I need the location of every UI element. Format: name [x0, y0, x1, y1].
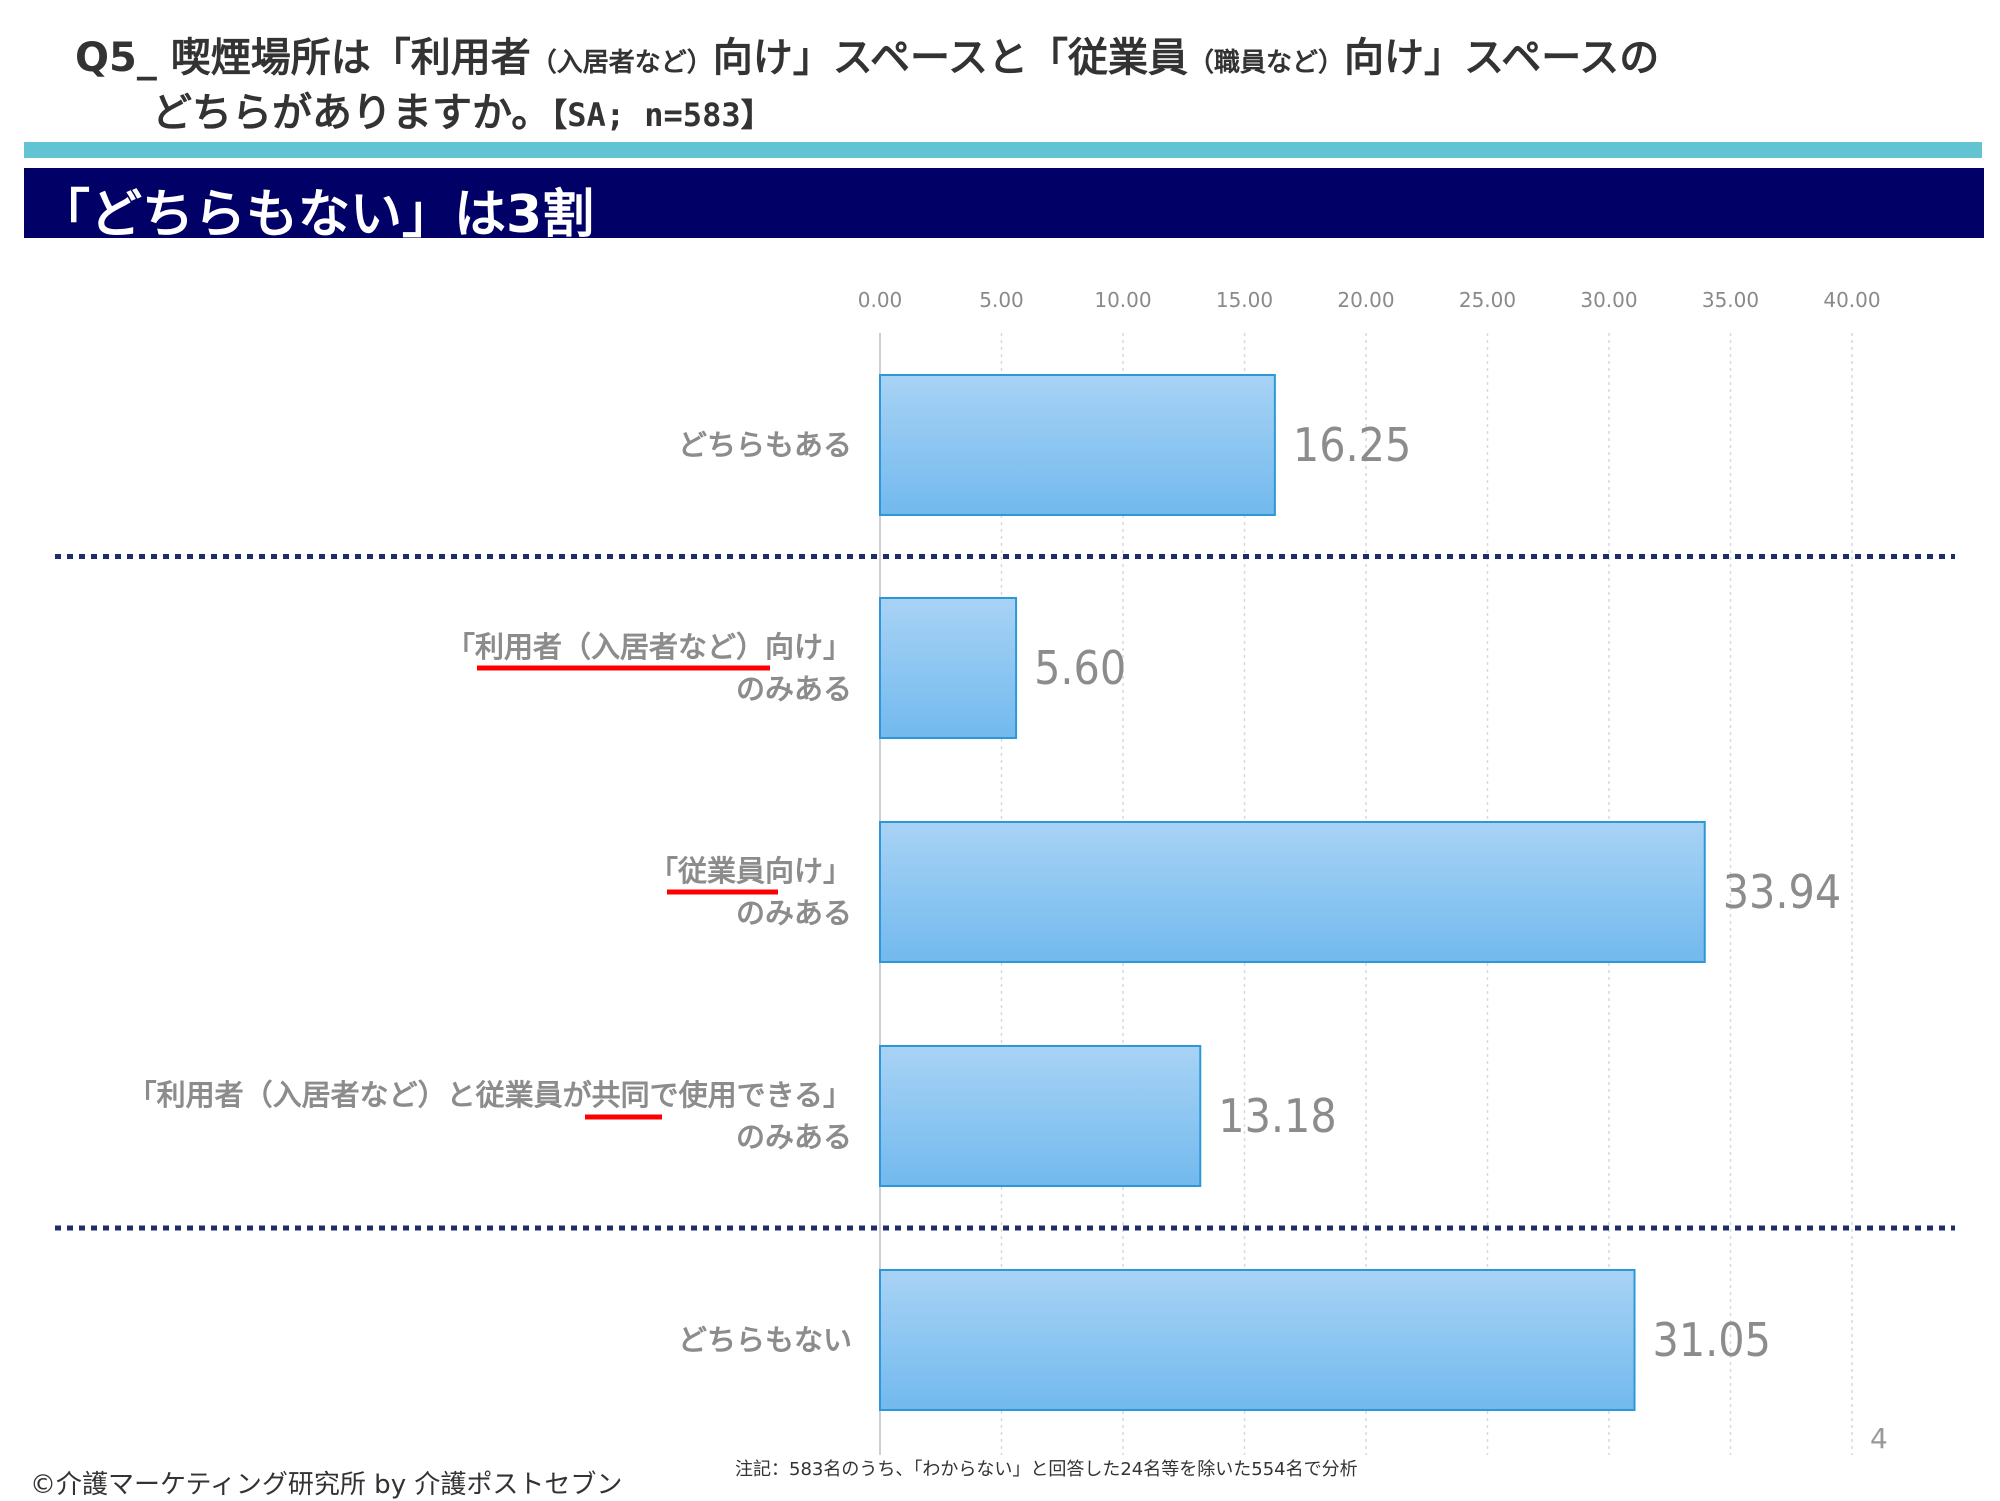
x-tick-label: 15.00	[1216, 288, 1273, 312]
bar-value-label: 5.60	[1034, 641, 1126, 695]
question-part2-small: （職員など）	[1187, 48, 1344, 78]
bar-value-label: 13.18	[1218, 1089, 1336, 1143]
headline-text: 「どちらもない」は3割	[38, 185, 595, 245]
bar	[879, 821, 1706, 963]
bar	[879, 1045, 1202, 1187]
category-label: のみある	[736, 672, 852, 706]
x-tick-label: 30.00	[1580, 288, 1637, 312]
category-label: のみある	[736, 896, 852, 930]
x-tick-label: 5.00	[979, 288, 1024, 312]
bar	[879, 374, 1276, 516]
x-tick-label: 0.00	[858, 288, 903, 312]
category-label: のみある	[736, 1120, 852, 1154]
category-label: どちらもない	[678, 1323, 852, 1357]
x-tick-label: 40.00	[1823, 288, 1880, 312]
title-stripe	[24, 142, 1982, 158]
headline-banner	[24, 168, 1984, 238]
question-title-line2: どちらがありますか。【SA; n=583】	[152, 80, 773, 138]
bar-value-label: 31.05	[1653, 1313, 1771, 1367]
bar	[879, 1269, 1636, 1411]
bar-value-label: 16.25	[1293, 418, 1411, 472]
x-tick-label: 25.00	[1459, 288, 1516, 312]
category-label: 「利用者（入居者など）向け」	[446, 630, 852, 664]
x-tick-label: 35.00	[1702, 288, 1759, 312]
question-part1: Q5_ 喫煙場所は「利用者	[75, 35, 531, 81]
copyright-text: ©介護マーケティング研究所 by 介護ポストセブン	[30, 1470, 623, 1500]
page-number: 4	[1870, 1422, 1888, 1455]
category-label: どちらもある	[678, 428, 852, 462]
x-tick-label: 10.00	[1094, 288, 1151, 312]
sample-size: 【SA; n=583】	[551, 96, 773, 134]
bar	[879, 597, 1018, 739]
x-tick-label: 20.00	[1337, 288, 1394, 312]
bar-value-label: 33.94	[1723, 865, 1841, 919]
footnote-text: 注記：583名のうち、「わからない」と回答した24名等を除いた554名で分析	[735, 1459, 1358, 1480]
question-line2: どちらがありますか。	[152, 90, 552, 136]
category-label: 「利用者（入居者など）と従業員が共同で使用できる」	[128, 1078, 852, 1112]
question-part1-small: （入居者など）	[530, 48, 713, 78]
question-part2: 向け」スペースと「従業員	[712, 35, 1188, 81]
question-part3: 向け」スペースの	[1344, 35, 1660, 81]
category-label: 「従業員向け」	[649, 854, 852, 888]
question-title-line1: Q5_ 喫煙場所は「利用者（入居者など）向け」スペースと「従業員（職員など）向け…	[75, 25, 1659, 83]
